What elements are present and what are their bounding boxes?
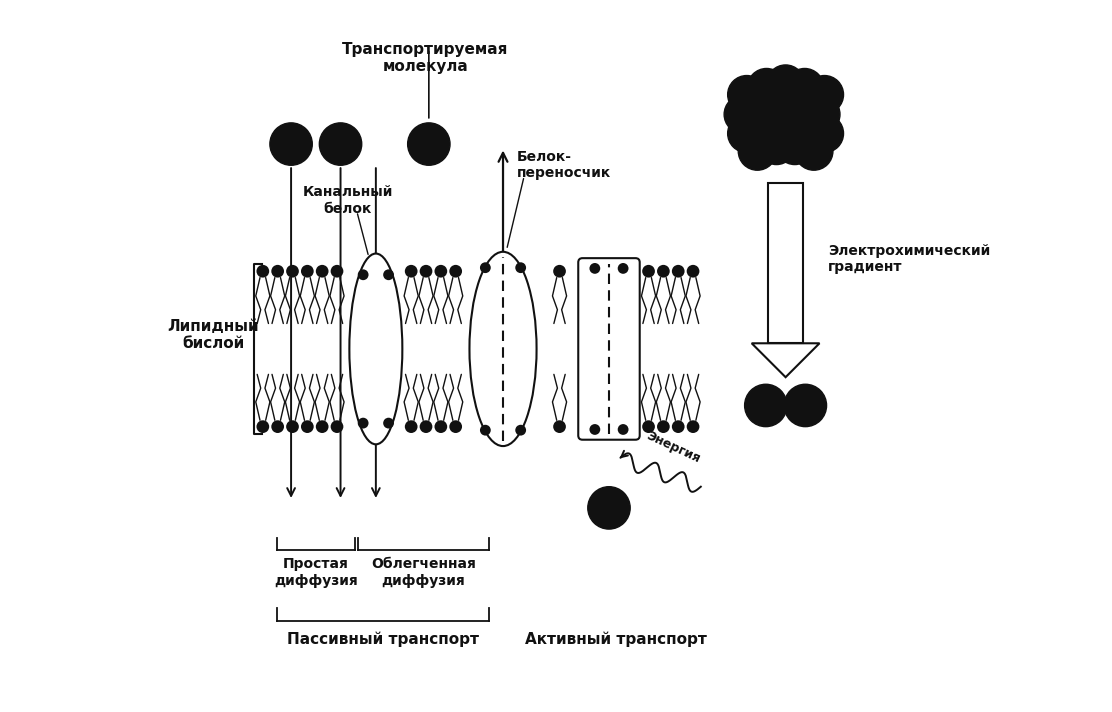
Circle shape: [553, 265, 566, 278]
Circle shape: [805, 115, 844, 152]
Circle shape: [405, 420, 417, 433]
Circle shape: [286, 265, 299, 278]
Circle shape: [384, 269, 394, 280]
Text: Пассивный транспорт: Пассивный транспорт: [287, 632, 479, 647]
Circle shape: [687, 420, 699, 433]
Text: Транспортируемая
молекула: Транспортируемая молекула: [342, 41, 508, 74]
Circle shape: [657, 420, 669, 433]
Circle shape: [744, 90, 782, 128]
Circle shape: [795, 132, 833, 170]
Circle shape: [747, 68, 785, 107]
Text: Простая
диффузия: Простая диффузия: [274, 557, 358, 587]
Circle shape: [515, 262, 526, 273]
Circle shape: [316, 265, 328, 278]
Circle shape: [316, 420, 328, 433]
Circle shape: [257, 265, 269, 278]
Circle shape: [435, 420, 447, 433]
Circle shape: [763, 88, 801, 126]
Circle shape: [301, 420, 314, 433]
Circle shape: [589, 424, 600, 435]
Circle shape: [766, 108, 805, 145]
Circle shape: [319, 123, 361, 165]
Bar: [768, 183, 803, 343]
Circle shape: [408, 123, 450, 165]
Circle shape: [738, 132, 776, 170]
Circle shape: [271, 265, 284, 278]
Text: Белок-
переносчик: Белок- переносчик: [517, 150, 612, 180]
Circle shape: [724, 95, 763, 133]
Circle shape: [358, 418, 368, 429]
Circle shape: [687, 265, 699, 278]
Text: Электрохимический
градиент: Электрохимический градиент: [828, 244, 990, 274]
Circle shape: [784, 384, 826, 426]
Circle shape: [747, 109, 785, 147]
Circle shape: [480, 425, 490, 436]
Ellipse shape: [349, 253, 403, 444]
FancyBboxPatch shape: [578, 258, 639, 440]
Circle shape: [330, 265, 344, 278]
Circle shape: [480, 262, 490, 273]
Circle shape: [783, 90, 821, 128]
Circle shape: [419, 265, 433, 278]
Circle shape: [727, 75, 766, 114]
Circle shape: [419, 420, 433, 433]
Circle shape: [757, 127, 795, 164]
Circle shape: [672, 265, 685, 278]
Circle shape: [271, 420, 284, 433]
Circle shape: [301, 265, 314, 278]
Circle shape: [805, 75, 844, 114]
Text: Активный транспорт: Активный транспорт: [525, 632, 707, 647]
Text: Канальный
белок: Канальный белок: [302, 186, 393, 216]
Ellipse shape: [469, 252, 537, 446]
Circle shape: [776, 127, 814, 164]
Circle shape: [286, 420, 299, 433]
Circle shape: [435, 265, 447, 278]
Circle shape: [643, 420, 655, 433]
Circle shape: [405, 265, 417, 278]
Circle shape: [449, 265, 463, 278]
Circle shape: [589, 263, 600, 274]
Circle shape: [515, 425, 526, 436]
Circle shape: [358, 269, 368, 280]
Circle shape: [449, 420, 463, 433]
Circle shape: [617, 424, 628, 435]
Circle shape: [672, 420, 685, 433]
Circle shape: [553, 420, 566, 433]
Circle shape: [643, 265, 655, 278]
Circle shape: [330, 420, 344, 433]
Circle shape: [785, 68, 824, 107]
Circle shape: [384, 418, 394, 429]
Circle shape: [727, 115, 766, 152]
Text: Энергия: Энергия: [644, 429, 703, 466]
Circle shape: [802, 95, 840, 133]
Circle shape: [588, 487, 631, 529]
Circle shape: [745, 384, 787, 426]
Circle shape: [270, 123, 312, 165]
Circle shape: [785, 109, 824, 147]
Circle shape: [766, 65, 805, 103]
Text: Облегченная
диффузия: Облегченная диффузия: [371, 557, 476, 587]
Circle shape: [617, 263, 628, 274]
Text: Липидный
бислой: Липидный бислой: [168, 318, 259, 351]
Circle shape: [657, 265, 669, 278]
Circle shape: [257, 420, 269, 433]
